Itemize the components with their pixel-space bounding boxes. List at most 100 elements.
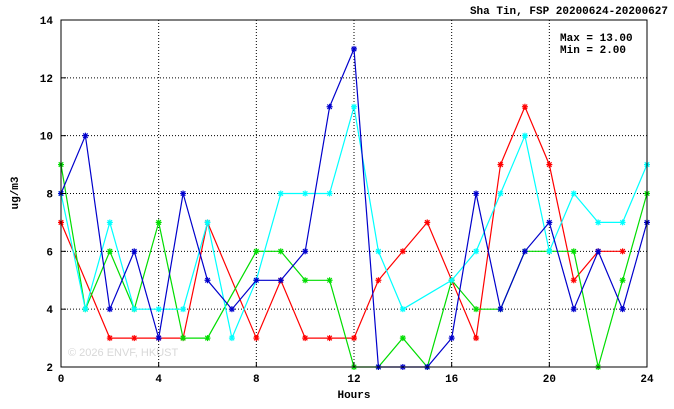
marker-stroke bbox=[473, 306, 479, 312]
data-point bbox=[570, 190, 577, 197]
marker-stroke bbox=[131, 248, 137, 255]
marker-stroke bbox=[326, 335, 333, 341]
marker-stroke bbox=[375, 277, 382, 283]
y-tick-label: 10 bbox=[40, 132, 53, 144]
marker-stroke bbox=[326, 104, 333, 110]
data-point bbox=[131, 306, 138, 313]
marker-stroke bbox=[155, 335, 162, 341]
data-point bbox=[448, 277, 455, 284]
data-point bbox=[131, 335, 138, 342]
data-point bbox=[570, 306, 577, 313]
marker-stroke bbox=[571, 306, 577, 312]
x-tick-label: 20 bbox=[543, 374, 556, 386]
data-point bbox=[155, 306, 162, 313]
watermark: © 2026 ENVF, HKUST bbox=[68, 347, 178, 359]
marker-stroke bbox=[473, 335, 479, 341]
data-point bbox=[595, 248, 602, 255]
data-point bbox=[228, 306, 235, 313]
marker-stroke bbox=[180, 306, 186, 312]
data-point bbox=[326, 190, 333, 197]
data-point bbox=[521, 248, 528, 255]
data-point bbox=[204, 277, 211, 284]
x-tick-label: 0 bbox=[58, 374, 65, 386]
marker-stroke bbox=[546, 248, 553, 255]
min-annotation: Min = 2.00 bbox=[560, 45, 626, 57]
data-point bbox=[326, 103, 333, 110]
marker-stroke bbox=[302, 190, 308, 197]
marker-stroke bbox=[229, 306, 235, 312]
marker-stroke bbox=[302, 248, 308, 255]
y-tick-label: 6 bbox=[46, 247, 53, 259]
y-tick-labels: 2 4 6 8 10 12 14 bbox=[40, 16, 66, 375]
marker-stroke bbox=[253, 248, 260, 255]
x-tick-label: 12 bbox=[347, 374, 360, 386]
marker-stroke bbox=[131, 335, 137, 341]
data-point bbox=[546, 219, 553, 226]
marker-stroke bbox=[229, 335, 235, 341]
marker-stroke bbox=[619, 277, 626, 283]
data-point bbox=[619, 219, 626, 226]
series-line bbox=[60, 106, 648, 341]
data-point bbox=[277, 277, 284, 284]
data-point bbox=[180, 306, 187, 313]
marker-stroke bbox=[473, 190, 479, 197]
marker-stroke bbox=[204, 335, 211, 341]
series-4 bbox=[58, 45, 650, 370]
data-point bbox=[106, 248, 113, 255]
marker-stroke bbox=[571, 248, 577, 255]
data-point bbox=[619, 306, 626, 313]
data-point bbox=[399, 335, 406, 342]
data-point bbox=[521, 132, 528, 139]
marker-stroke bbox=[522, 104, 528, 110]
data-point bbox=[106, 335, 113, 342]
marker-stroke bbox=[448, 277, 455, 283]
marker-stroke bbox=[619, 306, 626, 312]
series-line bbox=[60, 48, 648, 368]
data-point bbox=[277, 248, 284, 255]
marker-stroke bbox=[400, 306, 406, 312]
data-point bbox=[155, 335, 162, 342]
y-axis-label: ug/m3 bbox=[10, 176, 22, 209]
data-point bbox=[302, 335, 309, 342]
marker-stroke bbox=[107, 306, 113, 312]
data-point bbox=[473, 190, 480, 197]
data-point bbox=[473, 248, 480, 255]
series-1 bbox=[58, 103, 626, 342]
data-point bbox=[546, 248, 553, 255]
data-point bbox=[204, 219, 211, 226]
marker-stroke bbox=[424, 219, 430, 226]
data-point bbox=[326, 277, 333, 284]
data-point bbox=[497, 161, 504, 168]
marker-stroke bbox=[107, 248, 113, 255]
marker-stroke bbox=[546, 219, 553, 226]
marker-stroke bbox=[253, 335, 260, 341]
marker-stroke bbox=[571, 190, 577, 197]
data-point bbox=[546, 161, 553, 168]
marker-stroke bbox=[107, 219, 113, 226]
data-point bbox=[106, 219, 113, 226]
data-point bbox=[302, 190, 309, 197]
marker-stroke bbox=[571, 277, 577, 283]
marker-stroke bbox=[302, 335, 308, 341]
marker-stroke bbox=[351, 104, 357, 110]
y-tick-label: 4 bbox=[46, 305, 53, 317]
x-tick-label: 24 bbox=[640, 374, 654, 386]
marker-stroke bbox=[619, 219, 626, 226]
marker-stroke bbox=[253, 277, 260, 283]
marker-stroke bbox=[619, 248, 626, 255]
marker-stroke bbox=[595, 248, 601, 255]
data-point bbox=[228, 335, 235, 342]
data-point bbox=[619, 248, 626, 255]
data-point bbox=[253, 277, 260, 284]
marker-stroke bbox=[326, 277, 333, 283]
marker-stroke bbox=[595, 219, 601, 226]
marker-stroke bbox=[400, 248, 406, 255]
marker-stroke bbox=[326, 190, 333, 197]
data-point bbox=[302, 248, 309, 255]
marker-stroke bbox=[448, 335, 455, 341]
max-annotation: Max = 13.00 bbox=[560, 33, 633, 45]
x-axis-label: Hours bbox=[337, 390, 370, 402]
marker-stroke bbox=[278, 277, 284, 283]
marker-stroke bbox=[180, 335, 186, 341]
data-point bbox=[106, 306, 113, 313]
